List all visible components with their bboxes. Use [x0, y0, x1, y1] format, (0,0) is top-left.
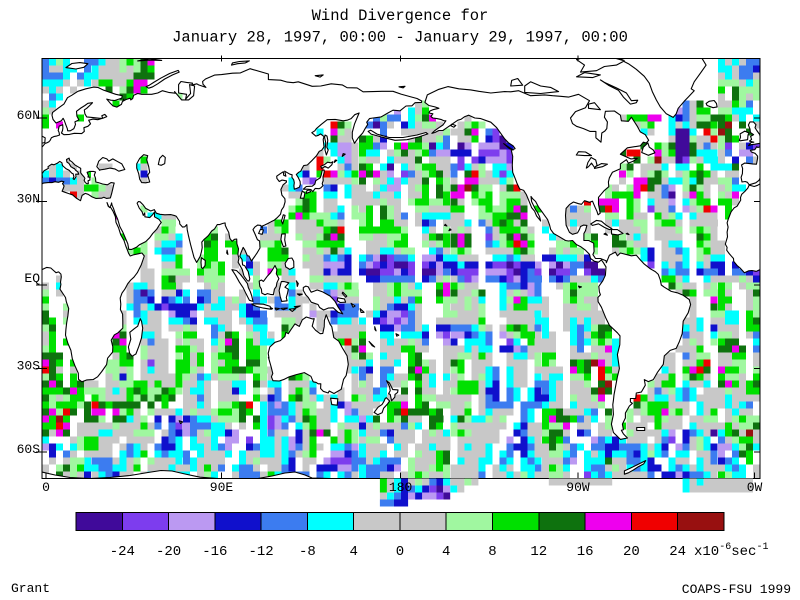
svg-text:-12: -12: [248, 544, 273, 560]
svg-text:24: 24: [669, 544, 686, 560]
svg-text:20: 20: [623, 544, 640, 560]
svg-text:-20: -20: [156, 544, 181, 560]
svg-text:30N: 30N: [17, 192, 40, 207]
svg-text:60S: 60S: [17, 442, 41, 457]
svg-text:90E: 90E: [210, 480, 234, 495]
svg-text:0: 0: [42, 480, 50, 495]
svg-text:-8: -8: [299, 544, 316, 560]
svg-text:-24: -24: [110, 544, 135, 560]
svg-text:-16: -16: [202, 544, 227, 560]
svg-text:16: 16: [577, 544, 594, 560]
svg-text:180: 180: [389, 480, 412, 495]
svg-text:0: 0: [396, 544, 404, 560]
svg-text:12: 12: [530, 544, 547, 560]
svg-text:0W: 0W: [747, 480, 763, 495]
svg-text:4: 4: [349, 544, 357, 560]
svg-text:4: 4: [442, 544, 450, 560]
svg-text:30S: 30S: [17, 359, 41, 374]
svg-text:x10-6sec-1: x10-6sec-1: [694, 542, 768, 560]
svg-text:January 28, 1997, 00:00 - Janu: January 28, 1997, 00:00 - January 29, 19…: [172, 29, 628, 47]
svg-text:8: 8: [488, 544, 496, 560]
svg-text:Wind Divergence for: Wind Divergence for: [312, 7, 489, 25]
svg-text:Grant: Grant: [11, 581, 50, 596]
svg-text:EQ: EQ: [24, 271, 40, 286]
svg-text:90W: 90W: [566, 480, 590, 495]
svg-text:COAPS-FSU 1999: COAPS-FSU 1999: [682, 582, 791, 597]
svg-text:60N: 60N: [17, 108, 40, 123]
